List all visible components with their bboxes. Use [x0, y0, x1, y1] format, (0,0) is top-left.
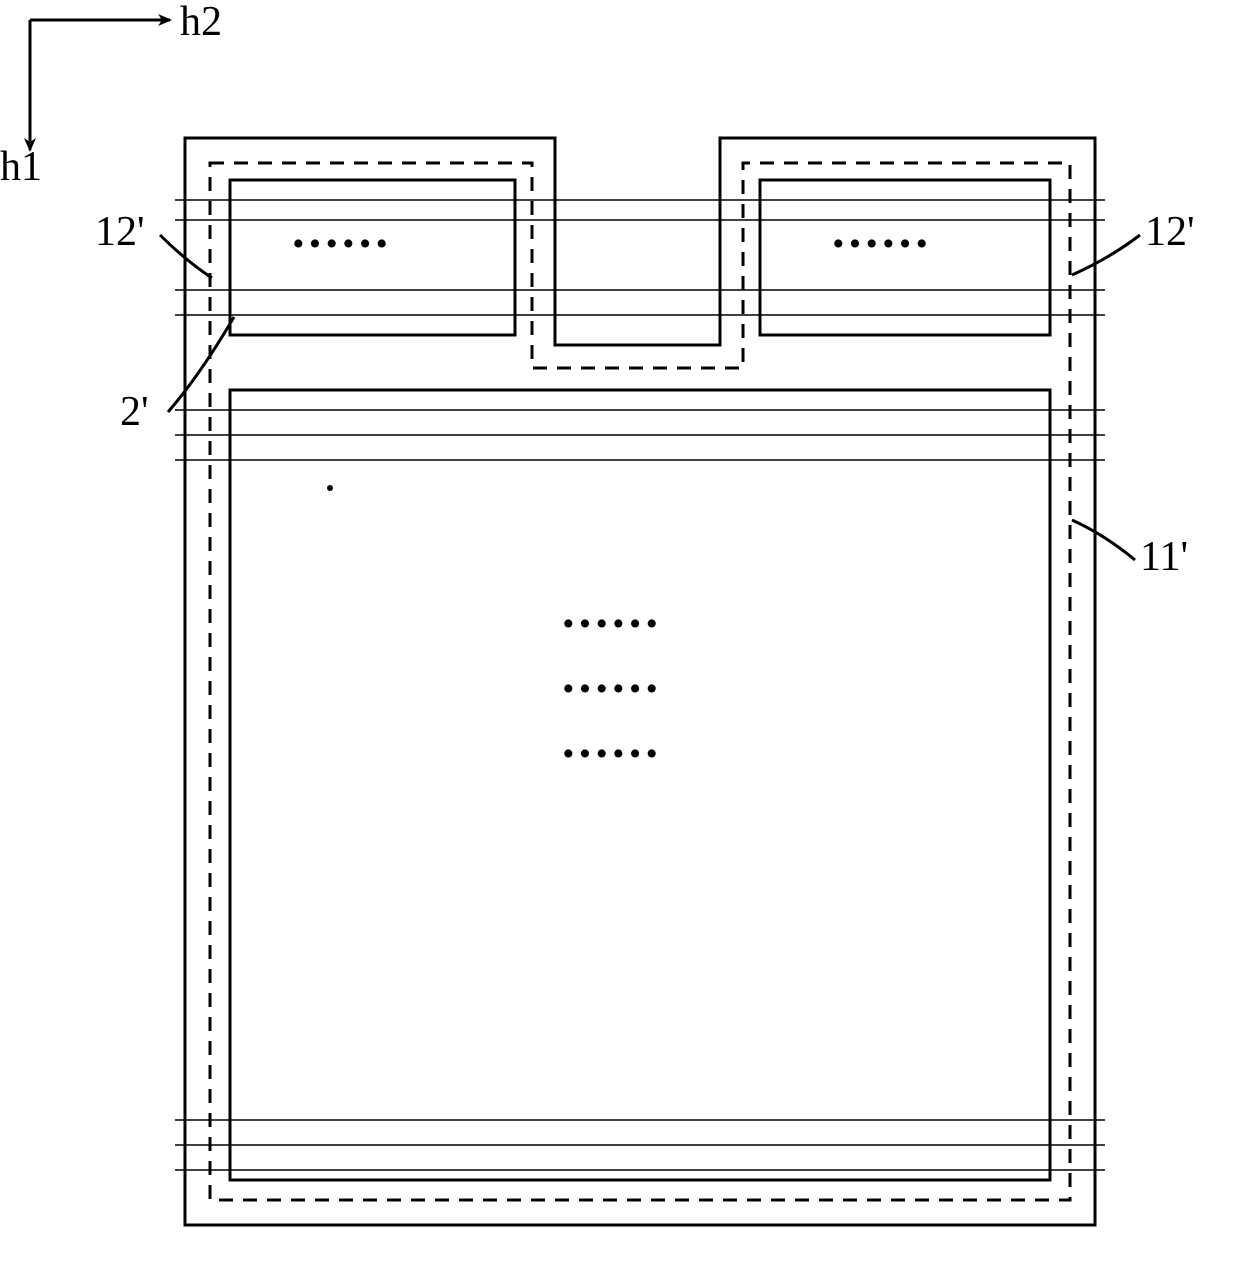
diagram-canvas: h2 h1 ······ ······ ······ ······ ······ 1…: [0, 0, 1240, 1275]
main-bottom-scan-lines: [175, 1120, 1105, 1170]
center-dots-row: ······: [560, 725, 660, 781]
main-top-scan-lines: [175, 410, 1105, 460]
main-box: [230, 390, 1050, 1180]
label-12-left: 12': [95, 209, 145, 255]
axis-h1-label: h1: [0, 144, 42, 190]
leader-11: [1072, 520, 1135, 560]
label-2: 2': [120, 389, 149, 435]
leader-12-right: [1072, 235, 1140, 275]
label-11: 11': [1140, 534, 1188, 580]
center-dots: ······ ······ ······: [560, 595, 660, 781]
dots-top-left: ······: [290, 215, 390, 271]
label-12-right: 12': [1145, 209, 1195, 255]
small-dot: [327, 485, 333, 491]
center-dots-row: ······: [560, 595, 660, 651]
axis-h2-label: h2: [180, 0, 222, 45]
dots-top-right: ······: [830, 215, 930, 271]
leader-2: [168, 317, 234, 412]
center-dots-row: ······: [560, 660, 660, 716]
